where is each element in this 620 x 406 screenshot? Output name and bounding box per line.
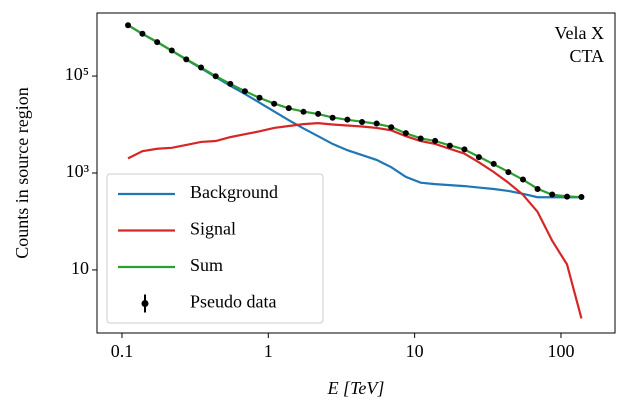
y-axis-label: Counts in source region (12, 87, 32, 258)
data-point (505, 169, 512, 176)
data-point (256, 94, 263, 101)
y-tick-label: 10⁵ (65, 64, 89, 84)
data-point (373, 120, 380, 127)
legend-label: Pseudo data (190, 292, 276, 312)
data-point (241, 88, 248, 95)
data-point (432, 137, 439, 144)
series-line (127, 122, 583, 319)
x-tick-label: 100 (547, 341, 574, 361)
data-point (534, 185, 541, 192)
data-point (154, 39, 161, 46)
data-point (344, 116, 351, 123)
legend-marker (141, 300, 149, 307)
x-tick-label: 10 (406, 341, 424, 361)
data-point (359, 118, 366, 125)
legend-box (106, 173, 324, 324)
data-point (388, 124, 395, 131)
series-line (127, 24, 582, 199)
data-point (271, 100, 278, 107)
annotation: Vela X (555, 23, 604, 43)
data-point (125, 22, 132, 29)
data-point (402, 130, 409, 137)
x-tick-label: 0.1 (111, 341, 134, 361)
data-point (139, 30, 146, 37)
legend-label: Background (190, 182, 278, 202)
data-point (490, 160, 497, 167)
data-point (578, 193, 585, 200)
data-point (183, 56, 190, 63)
data-point (212, 73, 219, 80)
data-point (461, 146, 468, 153)
annotation: CTA (569, 46, 604, 66)
legend-label: Signal (190, 219, 236, 239)
data-point (475, 154, 482, 161)
data-point (564, 193, 571, 200)
data-point (417, 135, 424, 142)
y-tick-label: 10³ (66, 161, 90, 181)
plot-area (125, 22, 585, 319)
data-point (315, 110, 322, 117)
data-point (198, 64, 205, 71)
data-point (446, 142, 453, 149)
data-point (329, 114, 336, 121)
data-point (285, 105, 292, 112)
data-point (300, 108, 307, 115)
y-tick-label: 10 (71, 258, 89, 278)
x-axis-label: E [TeV] (327, 378, 385, 398)
data-point (227, 80, 234, 87)
series-line (127, 24, 582, 199)
data-point (549, 191, 556, 198)
legend-label: Sum (190, 255, 223, 275)
data-point (168, 47, 175, 54)
data-point (519, 176, 526, 183)
x-tick-label: 1 (264, 341, 273, 361)
